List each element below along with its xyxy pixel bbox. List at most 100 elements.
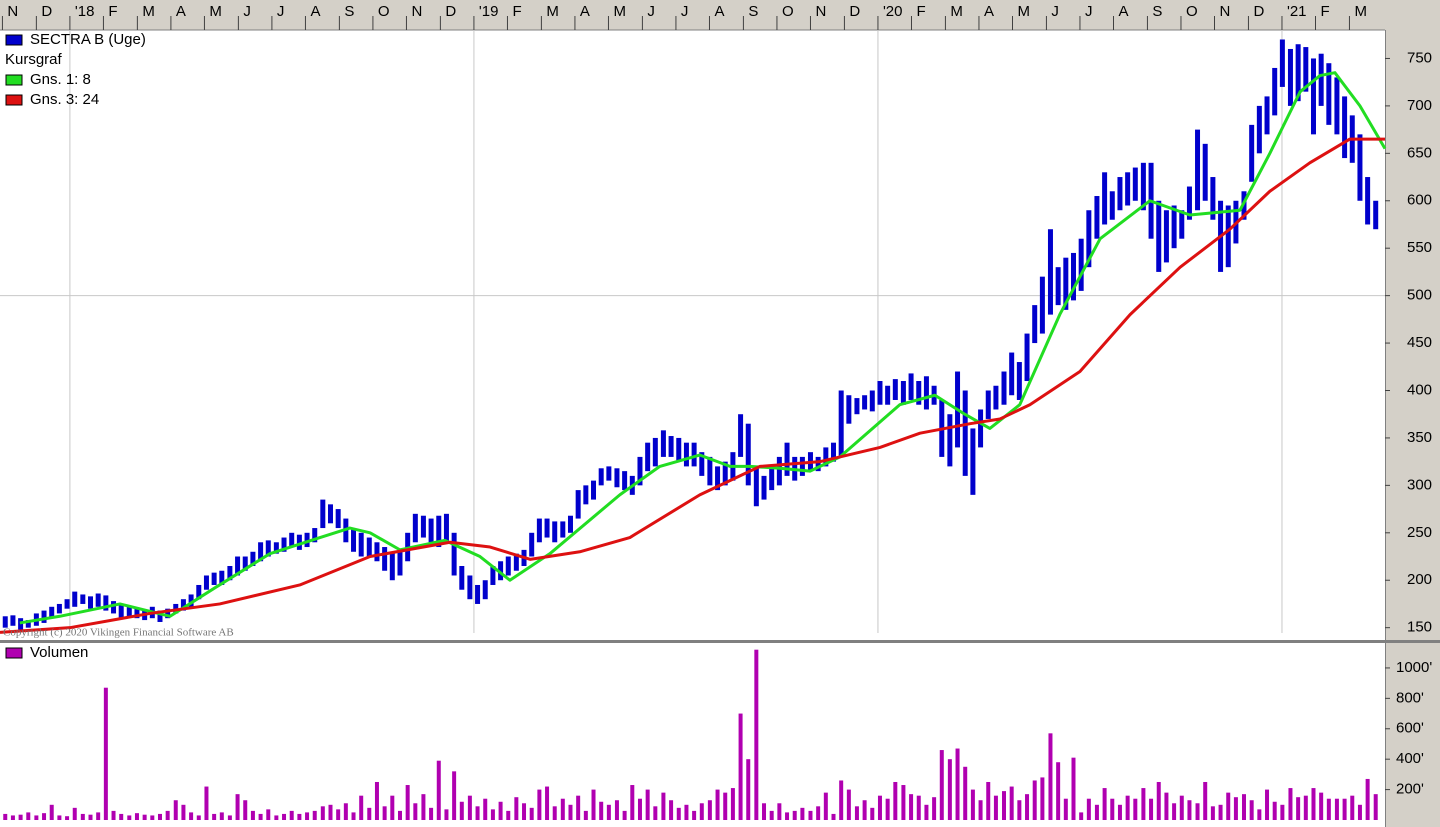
price-bar	[1310, 58, 1316, 135]
volume-bar	[808, 810, 813, 821]
volume-bar	[591, 789, 596, 821]
price-bar	[1264, 96, 1270, 135]
volume-bar	[777, 803, 782, 821]
price-bar	[1016, 362, 1022, 400]
price-bar	[358, 532, 364, 557]
volume-bar	[1117, 804, 1122, 821]
volume-bar	[1195, 803, 1200, 821]
price-bar	[1047, 229, 1053, 315]
price-bar	[258, 542, 264, 562]
price-bar	[265, 540, 271, 557]
volume-bar	[1040, 777, 1045, 821]
price-bar	[312, 528, 318, 543]
volume-bar	[1334, 798, 1339, 821]
price-bar	[304, 532, 310, 548]
x-tick-label: J	[647, 3, 655, 20]
price-bar	[606, 466, 612, 481]
volume-bar	[730, 788, 735, 821]
volume-bar	[599, 801, 604, 821]
volume-bar	[1280, 804, 1285, 821]
volume-bar	[769, 810, 774, 821]
price-bar	[854, 398, 860, 415]
y-tick-label: 150	[1407, 619, 1432, 636]
volume-bar	[382, 806, 387, 821]
volume-bar	[692, 810, 697, 821]
x-tick-label: '19	[479, 3, 499, 20]
copyright: Copyright (c) 2020 Vikingen Financial So…	[3, 627, 234, 639]
price-bar	[80, 594, 86, 604]
y-tick-label: 250	[1407, 524, 1432, 541]
price-bar	[95, 593, 101, 607]
price-bar	[10, 615, 16, 626]
volume-bar	[885, 798, 890, 821]
volume-bar	[1210, 806, 1215, 821]
price-bar	[41, 610, 47, 623]
price-bar	[1342, 96, 1348, 159]
price-bar	[88, 596, 94, 609]
price-bar	[180, 599, 186, 611]
grid	[0, 30, 1385, 633]
price-bar	[327, 504, 333, 524]
volume-bar	[165, 810, 170, 821]
price-bar	[598, 468, 604, 486]
y-tick-label: 550	[1407, 239, 1432, 256]
volume-bar	[367, 807, 372, 821]
volume-bar	[1311, 788, 1316, 821]
legend-swatch	[5, 647, 23, 659]
price-bar	[823, 447, 829, 467]
volume-bar	[862, 800, 867, 821]
price-bar	[916, 381, 922, 405]
y-tick-label: 800'	[1396, 689, 1424, 706]
volume-bar	[653, 806, 658, 821]
price-bar	[289, 532, 295, 548]
volume-bar	[320, 806, 325, 821]
volume-bar	[785, 812, 790, 821]
volume-bar	[955, 748, 960, 821]
volume-bar	[986, 781, 991, 821]
price-bar	[25, 620, 31, 628]
volume-bar	[10, 815, 15, 821]
price-bar	[908, 373, 914, 400]
volume-bar	[297, 813, 302, 821]
price-bar	[552, 521, 558, 543]
volume-bar	[514, 797, 519, 821]
volume-bar	[1357, 804, 1362, 821]
volume-bar	[762, 803, 767, 821]
price-bar	[892, 379, 898, 400]
volume-bar	[707, 800, 712, 821]
volume-bar	[88, 814, 93, 821]
volume-bar	[1063, 798, 1068, 821]
price-bar	[475, 584, 481, 604]
volume-bar	[119, 813, 124, 821]
volume-bar	[1141, 788, 1146, 821]
volume-bar	[676, 807, 681, 821]
price-bar	[831, 442, 837, 462]
volume-bar	[374, 781, 379, 821]
price-bar	[614, 468, 620, 488]
price-bar	[1055, 267, 1061, 306]
volume-bar	[909, 794, 914, 821]
volume-bar	[250, 810, 255, 821]
volume-bar	[637, 798, 642, 821]
price-bar	[1156, 200, 1162, 272]
price-bar	[1117, 177, 1123, 211]
x-tick-label: D	[1253, 3, 1264, 20]
price-bar	[1202, 143, 1208, 201]
volume-bar	[583, 810, 588, 821]
price-bar	[769, 466, 775, 491]
legend-swatch	[5, 34, 23, 46]
volume-bar	[1094, 804, 1099, 821]
x-tick-label: J	[277, 3, 285, 20]
volume-bar	[816, 806, 821, 821]
volume-bar	[1373, 794, 1378, 821]
volume-bar	[1071, 757, 1076, 821]
volume-bar	[429, 807, 434, 821]
price-bar	[157, 610, 163, 622]
x-tick-label: D	[41, 3, 52, 20]
volume-bar	[127, 815, 132, 821]
volume-bar	[204, 786, 209, 821]
price-bar	[443, 513, 449, 543]
price-bar	[722, 461, 728, 486]
